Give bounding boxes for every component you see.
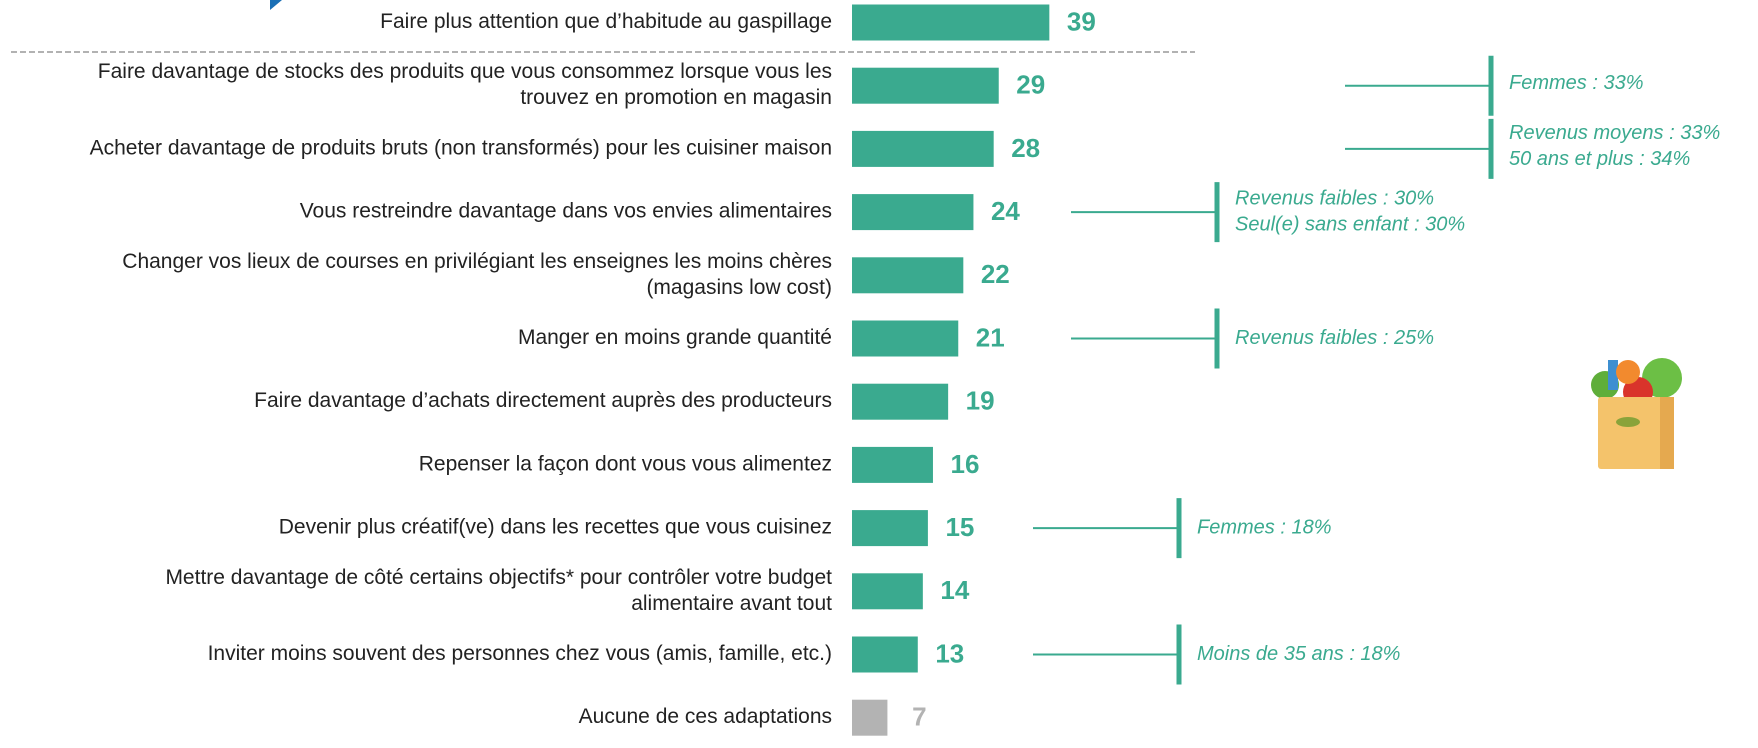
- corner-mark: [270, 0, 282, 10]
- category-label: Vous restreindre davantage dans vos envi…: [300, 200, 832, 223]
- bar: [852, 510, 928, 547]
- bar: [852, 383, 949, 420]
- category-label: (magasins low cost): [646, 276, 832, 299]
- category-label: Changer vos lieux de courses en privilég…: [122, 250, 832, 273]
- bar: [852, 636, 918, 673]
- value-label: 16: [950, 449, 979, 479]
- annotation: Revenus moyens : 33%: [1509, 122, 1720, 144]
- category-label: trouvez en promotion en magasin: [520, 86, 832, 109]
- annotation: Revenus faibles : 30%: [1235, 187, 1434, 209]
- value-label: 21: [976, 322, 1005, 352]
- category-label: Devenir plus créatif(ve) dans les recett…: [279, 516, 832, 539]
- bar: [852, 320, 959, 357]
- category-label: Aucune de ces adaptations: [579, 705, 832, 728]
- value-label: 19: [966, 386, 995, 416]
- value-label: 39: [1067, 6, 1096, 36]
- bar: [852, 67, 999, 104]
- category-label: Mettre davantage de côté certains object…: [165, 566, 832, 589]
- annotation: Revenus faibles : 25%: [1235, 327, 1434, 349]
- category-label: Faire davantage de stocks des produits q…: [98, 60, 832, 83]
- category-label: Acheter davantage de produits bruts (non…: [90, 136, 832, 159]
- value-label: 7: [912, 702, 926, 732]
- value-label: 24: [991, 196, 1020, 226]
- annotation: Femmes : 33%: [1509, 72, 1643, 94]
- category-label: alimentaire avant tout: [631, 592, 832, 615]
- bar: [852, 446, 933, 483]
- value-label: 29: [1016, 70, 1045, 100]
- bar: [852, 4, 1050, 41]
- value-label: 28: [1011, 133, 1040, 163]
- value-label: 13: [935, 638, 964, 668]
- category-label: Repenser la façon dont vous vous aliment…: [419, 452, 832, 475]
- category-label: Faire davantage d’achats directement aup…: [254, 389, 832, 412]
- bar: [852, 699, 888, 736]
- value-label: 22: [981, 259, 1010, 289]
- value-label: 15: [945, 512, 974, 542]
- annotation: Seul(e) sans enfant : 30%: [1235, 213, 1465, 235]
- bar: [852, 194, 974, 231]
- bar: [852, 573, 923, 610]
- category-label: Faire plus attention que d’habitude au g…: [380, 10, 832, 33]
- bar: [852, 130, 994, 167]
- annotation: Femmes : 18%: [1197, 516, 1331, 538]
- annotation: Moins de 35 ans : 18%: [1197, 643, 1400, 665]
- value-label: 14: [940, 575, 969, 605]
- bar: [852, 257, 964, 294]
- grocery-icon: [1591, 358, 1682, 469]
- category-label: Manger en moins grande quantité: [518, 326, 832, 349]
- annotation: 50 ans et plus : 34%: [1509, 148, 1690, 170]
- category-label: Inviter moins souvent des personnes chez…: [208, 642, 832, 665]
